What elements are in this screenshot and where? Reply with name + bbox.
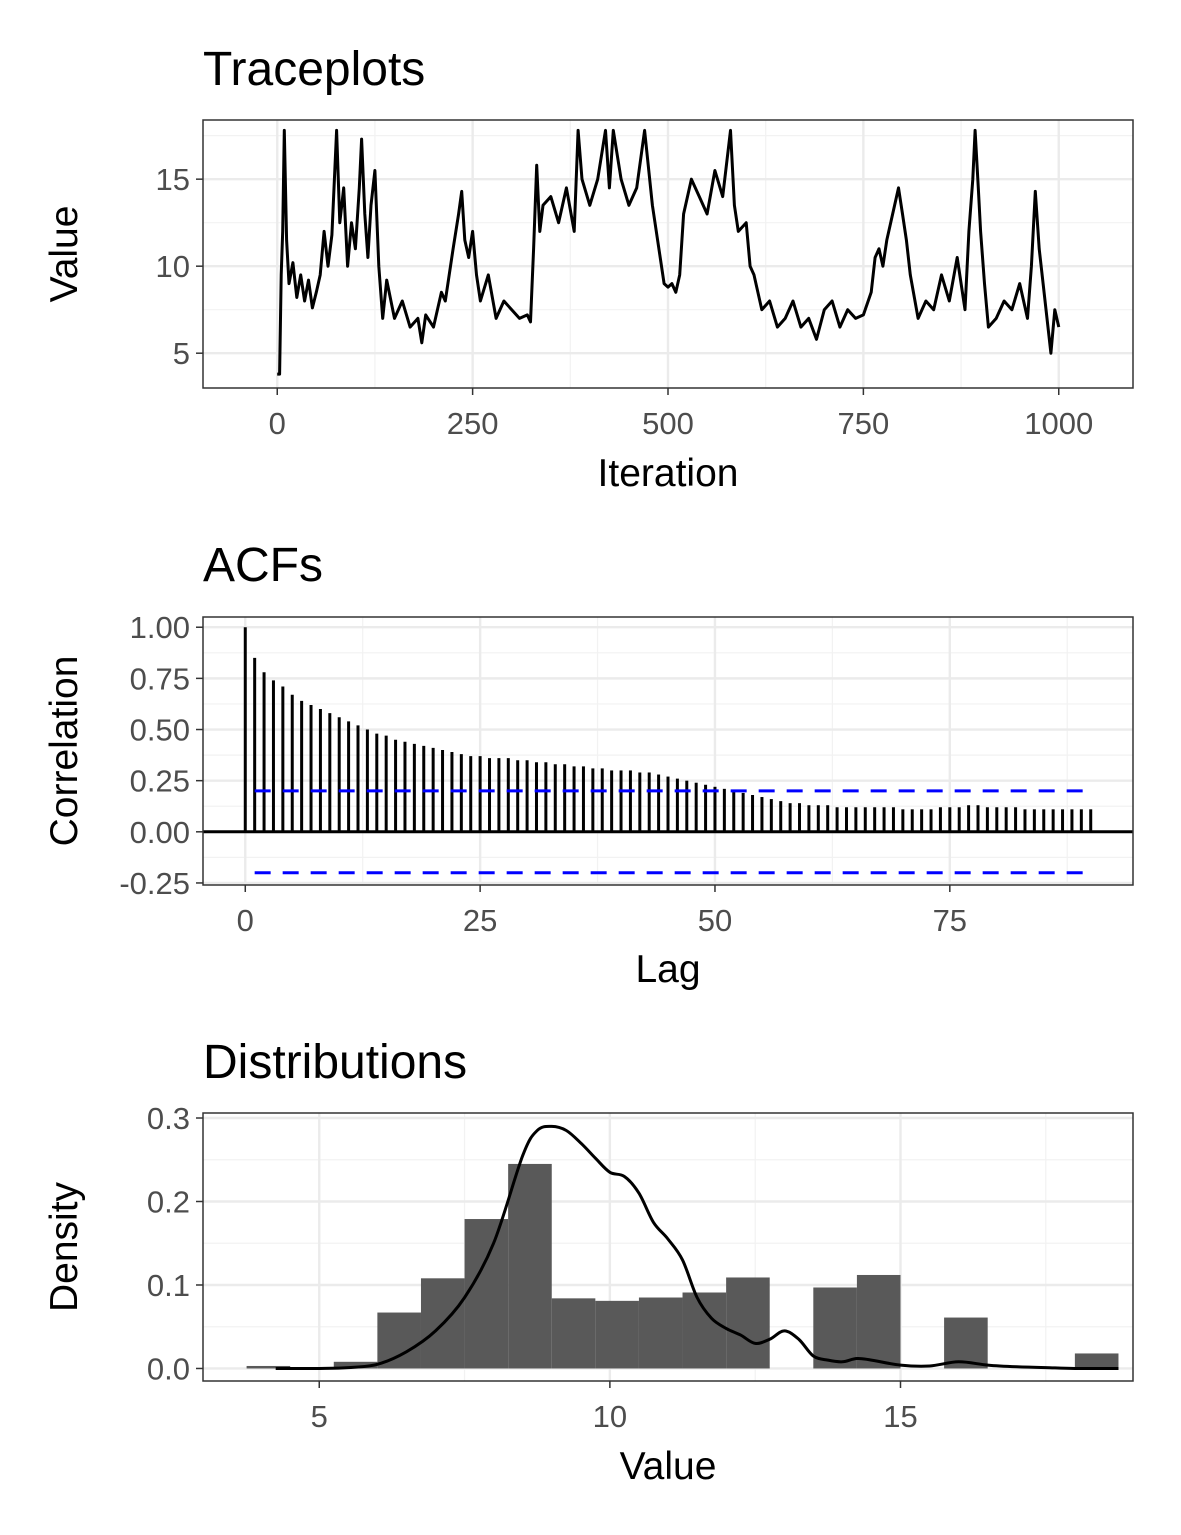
traceplot-series (277, 128, 1061, 376)
acf-x-axis-label: Lag (635, 948, 700, 991)
distribution-x-tick-label: 5 (311, 1399, 328, 1434)
acf-title: ACFs (203, 539, 323, 592)
histogram-bar (464, 1219, 509, 1369)
density-curve (275, 1124, 1119, 1371)
distribution-title: Distributions (203, 1036, 467, 1089)
traceplot-y-tick-label: 10 (156, 249, 190, 284)
histogram-bar (1074, 1353, 1119, 1369)
acf-y-tick-label: 0.50 (130, 713, 190, 748)
histogram-bar (726, 1277, 770, 1369)
distribution-axes: 5 10 15 0.0 0.1 0.2 0.3 (147, 1101, 918, 1434)
traceplot-grid (203, 120, 1133, 388)
histogram-bar (377, 1312, 421, 1369)
acf-x-tick-label: 50 (698, 903, 732, 938)
acf-series (203, 627, 1133, 875)
acf-panel: ACFs Lag Correlation 0 25 50 75 -0.25 0.00 0.2… (43, 539, 1134, 991)
acf-x-tick-label: 0 (237, 903, 254, 938)
acf-x-tick-label: 75 (933, 903, 967, 938)
acf-plot-border (202, 616, 1134, 886)
distribution-y-tick-label: 0.0 (147, 1351, 190, 1386)
traceplot-panel: Traceplots Iteration Value 0 250 500 750 100… (43, 43, 1134, 495)
traceplot-x-axis-label: Iteration (598, 452, 739, 495)
histogram-bar (856, 1274, 901, 1369)
distribution-y-tick-label: 0.2 (147, 1184, 190, 1219)
distribution-plot-border (202, 1112, 1134, 1382)
acf-y-tick-label: 1.00 (130, 610, 190, 645)
distribution-panel: Distributions Value Density 5 10 15 0.0 0.1 0… (43, 1036, 1134, 1488)
distribution-y-tick-label: 0.3 (147, 1101, 190, 1136)
distribution-y-axis-label: Density (43, 1181, 86, 1312)
acf-y-tick-label: 0.75 (130, 661, 190, 696)
acf-plot-background (203, 617, 1133, 885)
acf-y-axis-label: Correlation (43, 656, 86, 847)
acf-y-tick-label: 0.25 (130, 764, 190, 799)
traceplot-y-tick-label: 15 (156, 162, 190, 197)
histogram-bar (638, 1297, 683, 1369)
acf-y-tick-label: 0.00 (130, 815, 190, 850)
histogram-bar (595, 1300, 639, 1369)
traceplot-y-tick-label: 5 (173, 336, 190, 371)
traceplot-y-axis-label: Value (43, 206, 86, 303)
distribution-series (246, 1124, 1119, 1371)
traceplot-x-tick-label: 750 (838, 406, 890, 441)
distribution-x-axis-label: Value (620, 1445, 717, 1488)
histogram-bar (551, 1298, 596, 1369)
traceplot-x-tick-label: 0 (269, 406, 286, 441)
traceplot-x-tick-label: 250 (447, 406, 499, 441)
distribution-y-tick-label: 0.1 (147, 1268, 190, 1303)
acf-y-tick-label: -0.25 (119, 866, 190, 901)
histogram-bar (333, 1361, 378, 1369)
traceplot-axes: 0 250 500 750 1000 5 10 15 (156, 162, 1094, 441)
traceplot-x-tick-label: 500 (642, 406, 694, 441)
distribution-x-tick-label: 10 (593, 1399, 627, 1434)
distribution-x-tick-label: 15 (883, 1399, 917, 1434)
trace-line (277, 128, 1061, 376)
acf-axes: 0 25 50 75 -0.25 0.00 0.25 0.50 0.75 1.00 (119, 610, 967, 938)
histogram-bar (944, 1317, 988, 1369)
histogram-bar (682, 1292, 727, 1369)
traceplot-title: Traceplots (203, 43, 425, 96)
acf-x-tick-label: 25 (463, 903, 497, 938)
traceplot-x-tick-label: 1000 (1024, 406, 1093, 441)
histogram-bar (813, 1287, 857, 1369)
histogram-bar (508, 1163, 552, 1369)
histogram-bar (246, 1365, 291, 1369)
